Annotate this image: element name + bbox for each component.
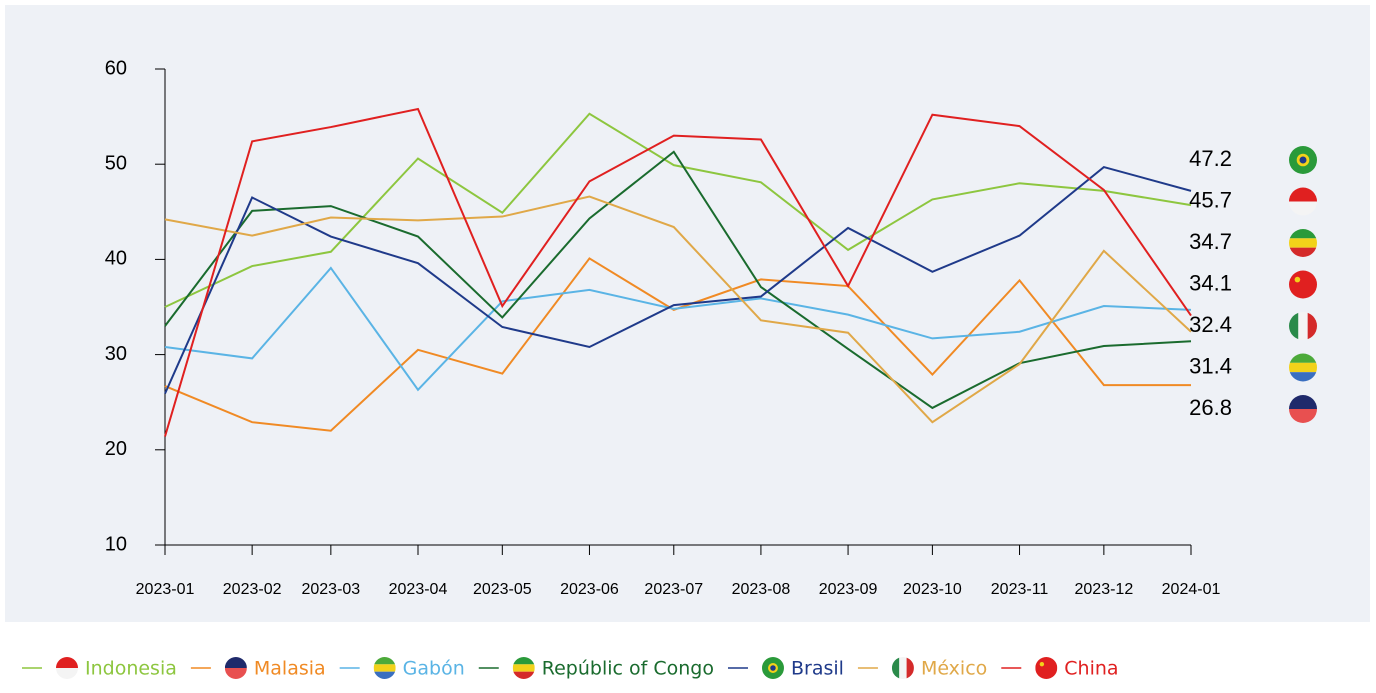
y-tick-label: 30 — [105, 343, 127, 365]
x-tick-label: 2023-03 — [301, 581, 360, 598]
flag-part — [1289, 247, 1317, 257]
flag-icon — [224, 657, 247, 679]
end-label: 47.2 — [1189, 146, 1232, 171]
flag-part — [906, 657, 914, 679]
flag-part — [1289, 395, 1317, 409]
flag-part — [1289, 284, 1317, 299]
x-tick-label: 2023-02 — [223, 581, 282, 598]
flag-part — [373, 657, 396, 665]
y-tick-label: 40 — [105, 248, 127, 270]
end-label: 26.8 — [1189, 395, 1232, 420]
flag-part — [1039, 661, 1045, 667]
flag-icon — [891, 657, 914, 679]
flag-icon — [1289, 270, 1317, 299]
line — [164, 195, 1192, 424]
line — [164, 112, 1192, 308]
flag-icon — [1289, 146, 1317, 174]
end-label: 45.7 — [1189, 187, 1232, 212]
end-label: 34.1 — [1189, 270, 1232, 295]
flag-icon — [1289, 353, 1317, 382]
flag-icon — [1035, 657, 1058, 679]
x-tick-label: 2023-06 — [560, 581, 619, 598]
x-tick-label: 2023-05 — [473, 581, 532, 598]
x-tick-label: 2023-09 — [819, 581, 878, 598]
flag-part — [1289, 201, 1317, 216]
legend-label: México — [921, 658, 987, 680]
flag-part — [899, 657, 907, 679]
flag-part — [512, 664, 535, 672]
flag-part — [761, 668, 784, 679]
x-tick-label: 2023-11 — [991, 581, 1049, 598]
flag-icon — [1289, 312, 1317, 340]
line — [164, 165, 1192, 395]
flag-part — [512, 657, 535, 665]
y-tick-label: 10 — [105, 533, 127, 555]
flag-icon — [1289, 395, 1317, 423]
flag-icon — [1289, 229, 1317, 257]
flag-part — [512, 671, 535, 679]
flag-part — [1035, 657, 1058, 668]
flag-part — [1035, 668, 1058, 679]
flag-part — [1289, 409, 1317, 423]
legend-label: Malasia — [254, 658, 326, 680]
y-tick-label: 50 — [105, 152, 127, 174]
flag-part — [1289, 353, 1317, 363]
x-tick-label: 2023-04 — [389, 581, 448, 598]
end-label: 31.4 — [1189, 353, 1232, 378]
flag-part — [373, 671, 396, 679]
flag-icon — [56, 657, 78, 679]
y-tick-label: 60 — [105, 57, 127, 79]
flag-icon — [1289, 187, 1317, 216]
flag-part — [1289, 312, 1299, 340]
legend-label: Gabón — [403, 658, 465, 680]
flag-part — [1289, 372, 1317, 382]
flag-part — [1289, 362, 1317, 373]
flag-part — [761, 657, 784, 668]
legend-label: Repúblic of Congo — [542, 658, 714, 680]
flag-icon — [761, 657, 784, 679]
legend-label: China — [1064, 658, 1118, 680]
x-tick-label: 2023-10 — [903, 581, 962, 598]
y-tick-label: 20 — [105, 438, 127, 460]
end-label: 34.7 — [1189, 229, 1232, 254]
flag-part — [1289, 160, 1317, 174]
flag-part — [1289, 187, 1317, 202]
x-tick-label: 2023-07 — [644, 581, 703, 598]
flag-part — [56, 668, 78, 679]
flag-part — [1298, 312, 1308, 340]
line — [164, 266, 1192, 392]
flag-part — [1289, 238, 1317, 248]
x-tick-label: 2023-08 — [732, 581, 791, 598]
flag-part — [1299, 156, 1307, 164]
flag-part — [224, 657, 247, 668]
line — [164, 107, 1192, 437]
flag-part — [770, 665, 776, 671]
x-tick-label: 2023-12 — [1075, 581, 1134, 598]
x-tick-label: 2024-01 — [1162, 581, 1221, 598]
flag-part — [1289, 229, 1317, 239]
flag-part — [891, 657, 900, 679]
flag-part — [56, 657, 78, 668]
flag-part — [1294, 276, 1301, 283]
plot-background — [5, 5, 1370, 622]
flag-icon — [373, 657, 396, 679]
flag-icon — [512, 657, 535, 679]
legend-label: Indonesia — [85, 658, 177, 680]
flag-part — [1307, 312, 1317, 340]
legend-label: Brasil — [791, 658, 844, 680]
x-tick-label: 2023-01 — [136, 581, 195, 598]
end-label: 32.4 — [1189, 312, 1232, 337]
flag-part — [373, 664, 396, 672]
flag-part — [1289, 146, 1317, 160]
flag-part — [224, 668, 247, 679]
